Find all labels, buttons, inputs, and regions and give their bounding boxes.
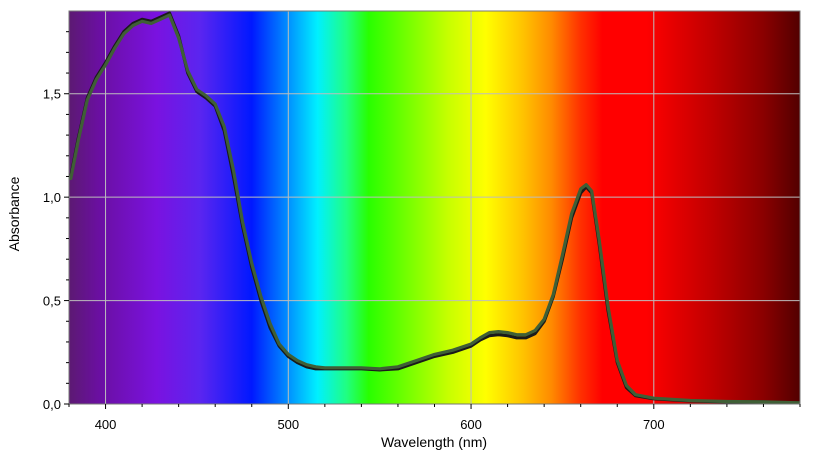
y-axis-label: Absorbance bbox=[6, 176, 22, 251]
y-tick-label: 0,5 bbox=[43, 294, 61, 309]
y-tick-label: 1,0 bbox=[43, 190, 61, 205]
x-tick-label: 700 bbox=[643, 417, 665, 432]
axis-ticks: 400 500 600 700 0,0 0,5 1,0 1,5 bbox=[43, 31, 801, 432]
x-tick-label: 400 bbox=[95, 417, 117, 432]
x-tick-label: 500 bbox=[277, 417, 299, 432]
x-axis-label: Wavelength (nm) bbox=[381, 434, 487, 450]
absorbance-series-line-2 bbox=[69, 13, 800, 404]
x-tick-label: 600 bbox=[460, 417, 482, 432]
plot-background-spectrum bbox=[69, 11, 800, 404]
grid-lines bbox=[69, 11, 800, 404]
y-tick-label: 0,0 bbox=[43, 397, 61, 412]
y-tick-label: 1,5 bbox=[43, 87, 61, 102]
series-layer bbox=[69, 11, 800, 404]
